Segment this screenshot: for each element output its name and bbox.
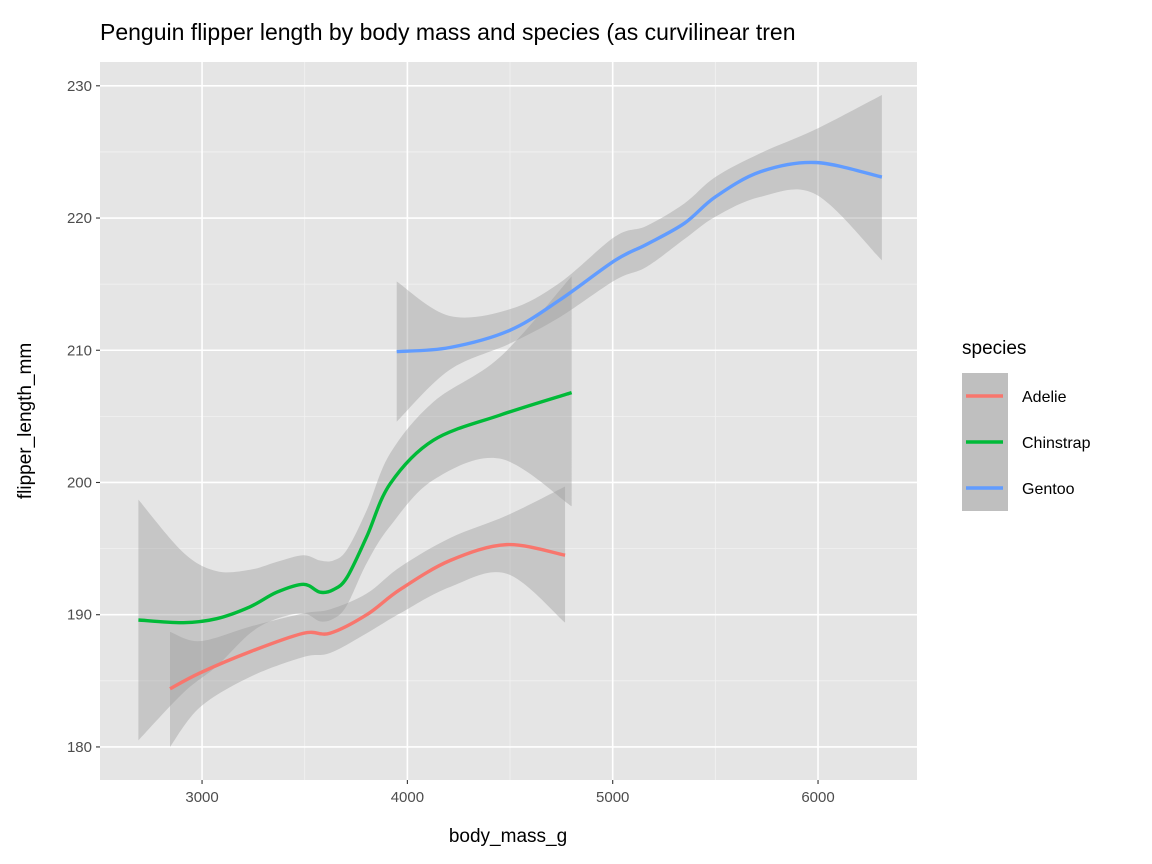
y-tick-label: 210 (67, 342, 92, 359)
y-tick-label: 220 (67, 210, 92, 227)
y-tick-label: 200 (67, 474, 92, 491)
plot-panel (100, 62, 917, 780)
trend-lines (138, 160, 883, 691)
legend-title: species (962, 338, 1026, 359)
axes: 3000 4000 5000 6000 180 190 200 210 220 230 (67, 78, 835, 806)
y-axis-title: flipper_length_mm (15, 343, 36, 499)
legend: species Adelie Chinstrap Gentoo (962, 338, 1091, 511)
legend-label-gentoo: Gentoo (1022, 481, 1075, 498)
x-tick-label: 3000 (185, 789, 218, 806)
x-tick-label: 5000 (596, 789, 629, 806)
legend-label-chinstrap: Chinstrap (1022, 435, 1091, 452)
ribbon-chinstrap (138, 276, 572, 741)
chart-title: Penguin flipper length by body mass and … (100, 19, 796, 45)
x-axis-title: body_mass_g (449, 826, 567, 847)
ribbon-gentoo (396, 95, 882, 422)
y-tick-label: 190 (67, 607, 92, 624)
ribbon-adelie (170, 486, 566, 747)
confidence-ribbons (138, 95, 882, 747)
y-tick-label: 230 (67, 78, 92, 95)
legend-label-adelie: Adelie (1022, 389, 1067, 406)
line-adelie (169, 542, 566, 691)
y-tick-label: 180 (67, 739, 92, 756)
x-tick-label: 6000 (801, 789, 834, 806)
line-gentoo (396, 160, 883, 354)
line-chinstrap (138, 390, 573, 625)
gridlines (100, 62, 917, 780)
x-tick-label: 4000 (391, 789, 424, 806)
